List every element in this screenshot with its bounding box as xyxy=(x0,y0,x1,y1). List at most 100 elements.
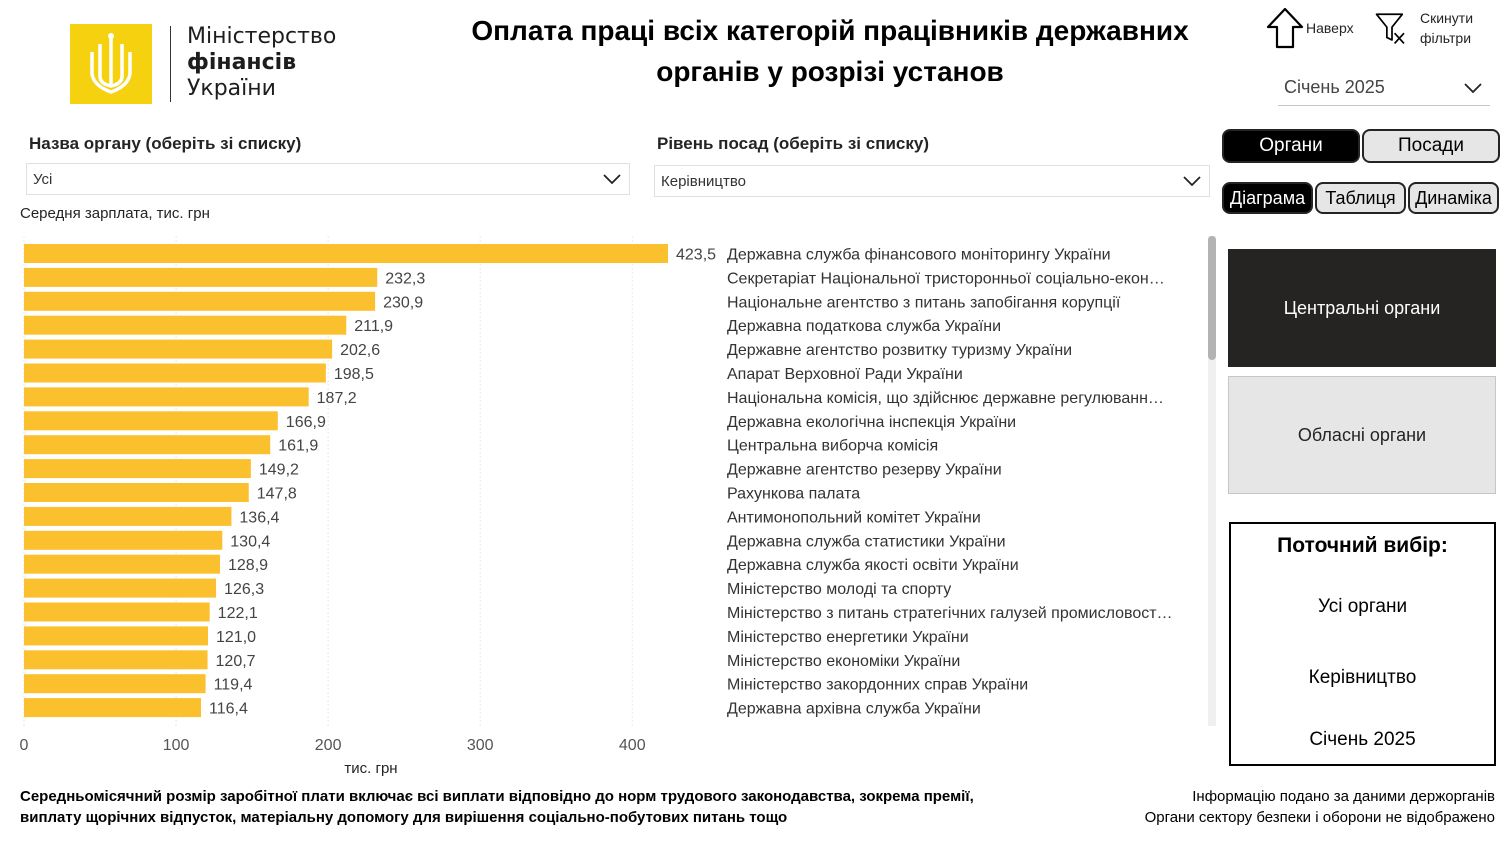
bar[interactable] xyxy=(24,244,668,263)
bar-value-label: 119,4 xyxy=(214,677,253,694)
category-label: Державне агентство резерву України xyxy=(727,462,1002,479)
salary-bar-chart: 423,5 Державна служба фінансового монітор… xyxy=(20,236,1173,777)
trident-emblem-icon xyxy=(70,24,152,104)
bar[interactable] xyxy=(24,698,202,718)
tab-dynamics[interactable]: Динаміка xyxy=(1408,182,1499,214)
chart-scrollbar[interactable] xyxy=(1208,236,1216,726)
category-label: Державна екологічна інспекція України xyxy=(727,414,1016,431)
tab-organs[interactable]: Органи xyxy=(1222,129,1360,163)
body-filter-title: Назва органу (оберіть зі списку) xyxy=(29,134,302,153)
ministry-logo xyxy=(70,24,152,104)
x-tick-label: 0 xyxy=(20,737,29,754)
category-label: Державна податкова служба України xyxy=(727,318,1001,335)
chevron-down-icon xyxy=(603,174,621,184)
current-selection-month: Січень 2025 xyxy=(1309,729,1416,750)
bar[interactable] xyxy=(24,411,278,431)
x-axis-title: тис. грн xyxy=(344,760,397,777)
page-title-line2: органів у розрізі установ xyxy=(656,56,1004,87)
bar[interactable] xyxy=(24,578,217,598)
bar-value-label: 136,4 xyxy=(239,509,279,526)
bar-value-label: 126,3 xyxy=(224,581,264,598)
current-selection-organs: Усі органи xyxy=(1317,596,1408,617)
bar-value-label: 121,0 xyxy=(216,629,256,646)
chart-scrollbar-thumb[interactable] xyxy=(1208,236,1216,360)
category-label: Державна служба фінансового моніторингу … xyxy=(727,247,1111,264)
bar[interactable] xyxy=(24,626,208,646)
bar[interactable] xyxy=(24,650,208,670)
category-label: Апарат Верховної Ради України xyxy=(727,366,963,383)
bar[interactable] xyxy=(24,363,326,383)
category-label: Міністерство економіки України xyxy=(727,653,960,670)
ministry-name-line3: України xyxy=(187,76,276,101)
level-filter-dropdown[interactable]: Керівництво xyxy=(654,165,1210,197)
bar-value-label: 232,3 xyxy=(385,270,425,287)
x-tick-label: 300 xyxy=(467,737,494,754)
footnote-line2: виплату щорічних відпусток, матеріальну … xyxy=(20,809,788,826)
chevron-down-icon xyxy=(1183,176,1201,186)
current-selection-card: Поточний вибір: Усі органи Керівництво С… xyxy=(1229,522,1496,766)
bar[interactable] xyxy=(24,530,223,550)
logo-divider xyxy=(170,26,171,102)
bar-value-label: 120,7 xyxy=(216,653,256,670)
category-label: Центральна виборча комісія xyxy=(727,438,938,455)
bar-value-label: 161,9 xyxy=(278,438,318,455)
category-label: Державна служба статистики України xyxy=(727,533,1006,550)
body-filter-dropdown[interactable]: Усі xyxy=(26,163,630,195)
data-source-line1: Інформацію подано за даними держорганів xyxy=(1192,788,1495,805)
bar-value-label: 122,1 xyxy=(218,605,258,622)
footnote: Середньомісячний розмір заробітної плати… xyxy=(20,786,974,828)
reset-filters-label-line1: Скинути xyxy=(1420,10,1474,26)
bar-value-label: 187,2 xyxy=(317,390,357,407)
data-source-line2: Органи сектору безпеки і оборони не відо… xyxy=(1144,809,1495,826)
bar[interactable] xyxy=(24,674,206,694)
bar[interactable] xyxy=(24,483,249,502)
current-selection-heading: Поточний вибір: xyxy=(1277,534,1448,557)
reset-filters-button[interactable]: Скинути фільтри xyxy=(1374,6,1473,50)
bar[interactable] xyxy=(24,315,347,335)
bar-value-label: 202,6 xyxy=(340,342,380,359)
bar[interactable] xyxy=(24,339,333,359)
bar-value-label: 423,5 xyxy=(676,247,716,264)
month-dropdown-value: Січень 2025 xyxy=(1284,77,1385,97)
category-label: Національна комісія, що здійснює державн… xyxy=(727,390,1164,407)
bar[interactable] xyxy=(24,506,232,526)
data-source-info: Інформацію подано за даними держорганів … xyxy=(1145,786,1495,828)
category-label: Міністерство з питань стратегічних галуз… xyxy=(727,605,1173,622)
bar[interactable] xyxy=(24,435,271,455)
x-tick-label: 200 xyxy=(315,737,342,754)
central-organs-tile[interactable]: Центральні органи xyxy=(1228,249,1496,367)
bar[interactable] xyxy=(24,459,251,479)
category-label: Секретаріат Національної тристоронньої с… xyxy=(727,270,1165,287)
category-label: Національне агентство з питань запобіган… xyxy=(727,294,1121,311)
category-label: Державна служба якості освіти України xyxy=(727,557,1019,574)
category-label: Рахункова палата xyxy=(727,486,860,503)
category-label: Міністерство закордонних справ України xyxy=(727,677,1028,694)
tab-positions[interactable]: Посади xyxy=(1362,129,1500,163)
month-dropdown[interactable]: Січень 2025 xyxy=(1278,70,1490,106)
bar-value-label: 166,9 xyxy=(286,414,326,431)
tab-table[interactable]: Таблиця xyxy=(1315,182,1406,214)
category-label: Державна архівна служба України xyxy=(727,701,981,718)
bar-value-label: 198,5 xyxy=(334,366,374,383)
current-selection-level: Керівництво xyxy=(1308,667,1417,688)
bar[interactable] xyxy=(24,267,378,287)
category-label: Міністерство енергетики України xyxy=(727,629,969,646)
x-tick-label: 400 xyxy=(619,737,646,754)
bar[interactable] xyxy=(24,602,210,622)
reset-filters-label-line2: фільтри xyxy=(1420,30,1472,46)
regional-organs-tile[interactable]: Обласні органи xyxy=(1228,376,1496,494)
category-label: Державне агентство розвитку туризму Укра… xyxy=(727,342,1072,359)
page-title-line1: Оплата праці всіх категорій працівників … xyxy=(471,15,1189,46)
page-title: Оплата праці всіх категорій працівників … xyxy=(420,10,1240,92)
tab-diagram[interactable]: Діаграма xyxy=(1222,182,1313,214)
bar-value-label: 128,9 xyxy=(228,557,268,574)
filter-clear-icon xyxy=(1375,13,1405,45)
bar-value-label: 130,4 xyxy=(230,533,270,550)
bar[interactable] xyxy=(24,554,221,574)
bar[interactable] xyxy=(24,291,376,311)
category-label: Міністерство молоді та спорту xyxy=(727,581,951,598)
back-to-top-button[interactable]: Наверх xyxy=(1264,6,1354,50)
bar-value-label: 147,8 xyxy=(257,486,297,503)
ministry-name: Міністерство фінансів України xyxy=(187,24,336,102)
bar[interactable] xyxy=(24,387,309,407)
